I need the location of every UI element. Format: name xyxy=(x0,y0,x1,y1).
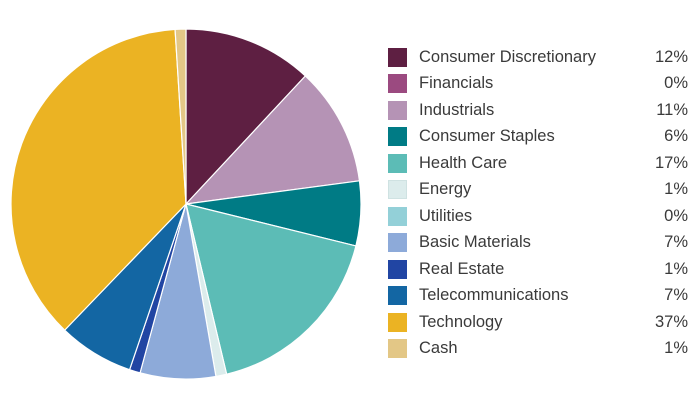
legend-label: Real Estate xyxy=(419,259,505,278)
legend-item-consumer-discretionary: Consumer Discretionary 12% xyxy=(388,44,688,71)
legend-item-industrials: Industrials 11% xyxy=(388,97,688,124)
legend-item-utilities: Utilities 0% xyxy=(388,203,688,230)
legend-value: 11% xyxy=(656,100,688,119)
legend-label: Telecommunications xyxy=(419,286,569,305)
legend-value: 12% xyxy=(654,47,688,66)
pie-chart xyxy=(10,28,362,380)
legend-swatch xyxy=(388,127,407,147)
pie-slices xyxy=(10,28,362,380)
pie-slice-industrials xyxy=(185,75,361,205)
legend-swatch xyxy=(388,100,407,120)
legend-item-energy: Energy 1% xyxy=(388,177,688,204)
legend-label: Cash xyxy=(419,339,458,358)
pie-slice-consumer-discretionary xyxy=(185,28,306,205)
pie-slice-cash xyxy=(174,28,187,205)
legend-label: Basic Materials xyxy=(419,233,531,252)
legend-label: Consumer Discretionary xyxy=(419,47,596,66)
legend-label: Energy xyxy=(419,180,472,199)
legend-item-technology: Technology 37% xyxy=(388,309,688,336)
pie-slice-health-care xyxy=(185,203,357,375)
legend-swatch xyxy=(388,286,407,306)
legend-swatch xyxy=(388,180,407,200)
legend-item-telecommunications: Telecommunications 7% xyxy=(388,283,688,310)
legend-label: Technology xyxy=(419,312,503,331)
legend-value: 1% xyxy=(664,259,688,278)
legend-label: Health Care xyxy=(419,153,508,172)
legend-value: 1% xyxy=(664,339,688,358)
legend-swatch xyxy=(388,339,407,359)
legend-value: 0% xyxy=(664,74,688,93)
legend-item-basic-materials: Basic Materials 7% xyxy=(388,230,688,257)
legend-item-financials: Financials 0% xyxy=(388,71,688,98)
legend-label: Financials xyxy=(419,74,494,93)
legend-value: 7% xyxy=(664,286,688,305)
legend-item-cash: Cash 1% xyxy=(388,336,688,363)
legend-label: Utilities xyxy=(419,206,473,225)
legend-item-health-care: Health Care 17% xyxy=(388,150,688,177)
legend-value: 7% xyxy=(664,233,688,252)
legend-item-real-estate: Real Estate 1% xyxy=(388,256,688,283)
legend-value: 6% xyxy=(664,127,688,146)
legend-swatch xyxy=(388,74,407,94)
legend-swatch xyxy=(388,206,407,226)
legend-swatch xyxy=(388,259,407,279)
legend-value: 0% xyxy=(664,206,688,225)
legend-value: 1% xyxy=(664,180,688,199)
legend-value: 17% xyxy=(654,153,688,172)
legend-swatch xyxy=(388,47,407,67)
chart-legend: Consumer Discretionary 12% Financials 0% Ind… xyxy=(388,44,688,362)
legend-value: 37% xyxy=(654,312,688,331)
legend-label: Industrials xyxy=(419,100,495,119)
legend-label: Consumer Staples xyxy=(419,127,555,146)
legend-swatch xyxy=(388,312,407,332)
legend-swatch xyxy=(388,153,407,173)
legend-item-consumer-staples: Consumer Staples 6% xyxy=(388,124,688,151)
pie-slice-technology xyxy=(10,28,187,331)
legend-swatch xyxy=(388,233,407,253)
